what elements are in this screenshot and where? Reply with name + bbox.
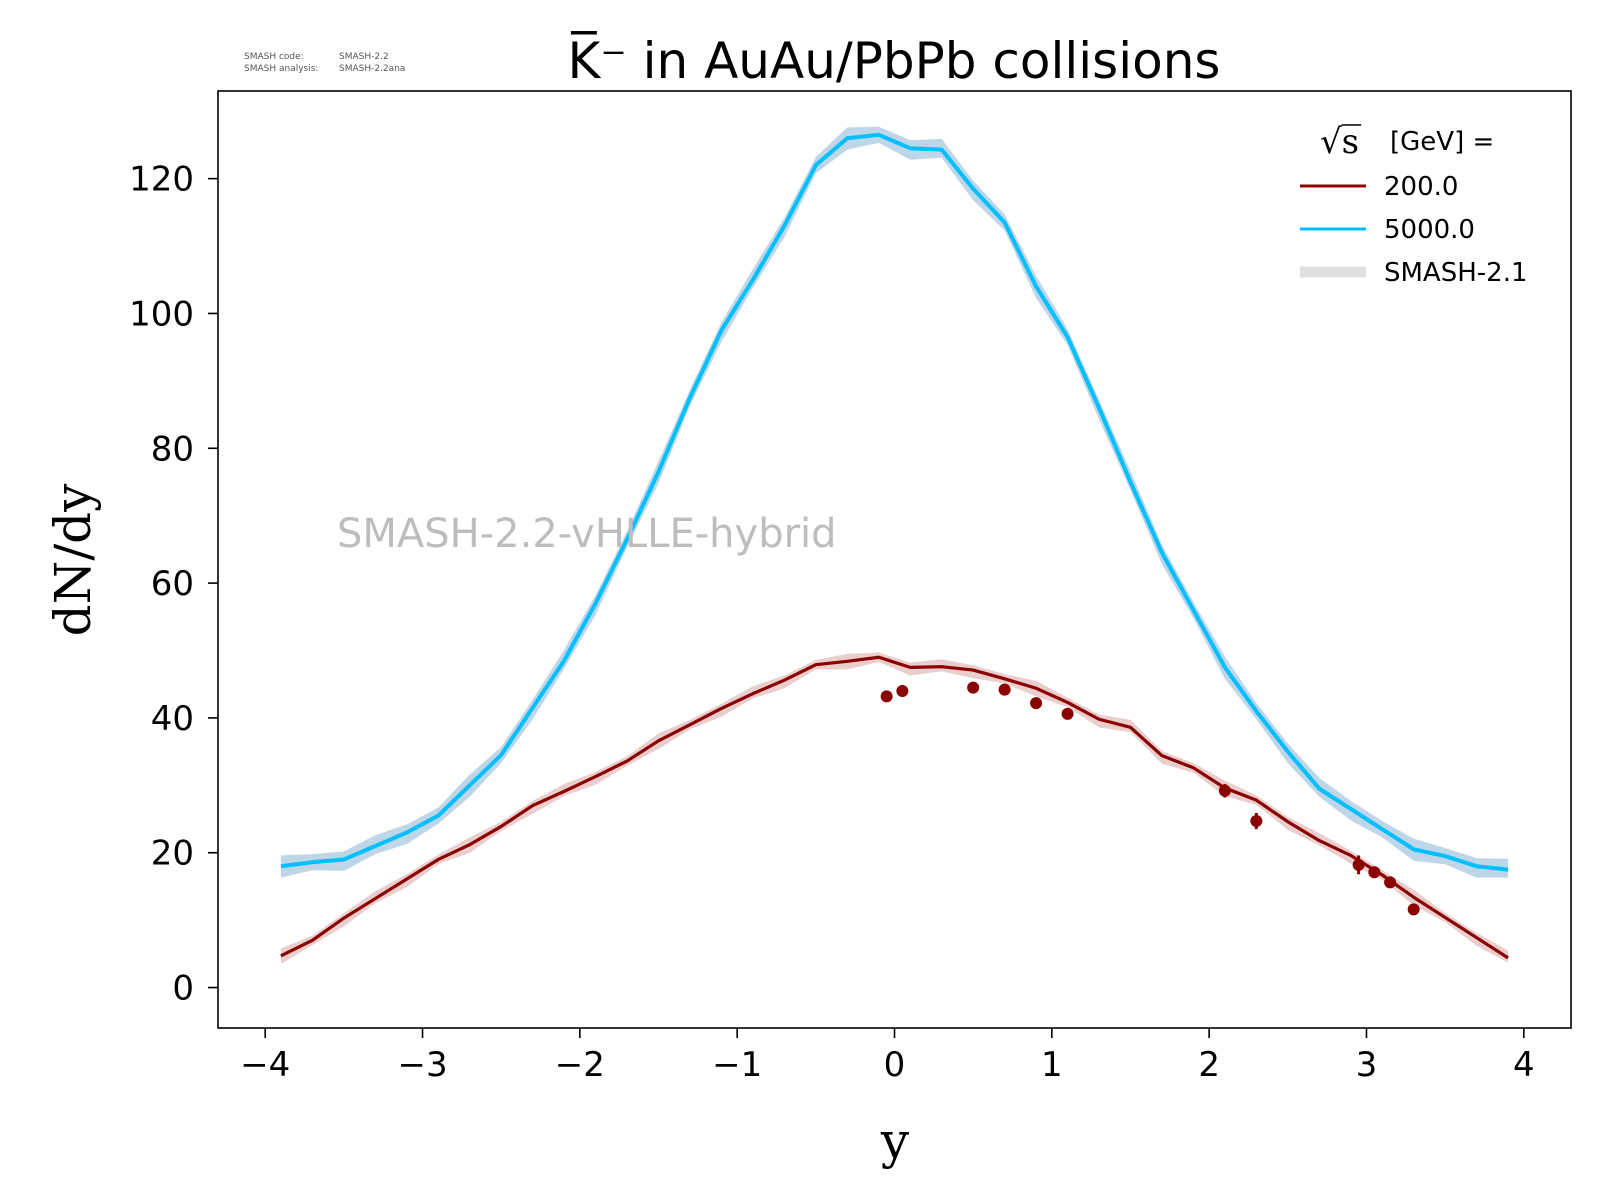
smash-analysis-value: SMASH-2.2ana bbox=[339, 64, 405, 74]
x-tick-label: −4 bbox=[240, 1045, 290, 1085]
x-axis-label: y bbox=[880, 1112, 910, 1170]
watermark: SMASH-2.2-vHLLE-hybrid bbox=[337, 511, 837, 557]
y-axis-label: dN/dy bbox=[44, 483, 102, 637]
y-tick-label: 100 bbox=[129, 294, 194, 334]
legend-label-5000: 5000.0 bbox=[1384, 215, 1475, 245]
data-point bbox=[1384, 876, 1397, 889]
smash-version-info: SMASH code: SMASH-2.2 SMASH analysis: SM… bbox=[244, 52, 405, 74]
y-tick-label: 60 bbox=[151, 564, 194, 604]
x-tick-label: −3 bbox=[397, 1045, 447, 1085]
x-tick-label: −1 bbox=[712, 1045, 762, 1085]
smash-code-value: SMASH-2.2 bbox=[339, 52, 389, 62]
legend-label-smash21: SMASH-2.1 bbox=[1384, 258, 1528, 288]
legend-title-sqrt: √s bbox=[1320, 122, 1359, 162]
legend-title: [GeV] = bbox=[1390, 127, 1494, 157]
series-line-5000_0 bbox=[280, 132, 1509, 872]
smash-analysis-label: SMASH analysis: bbox=[244, 64, 318, 74]
x-tick-label: 1 bbox=[1041, 1045, 1063, 1085]
data-point bbox=[1030, 697, 1043, 710]
x-tick-label: −2 bbox=[555, 1045, 605, 1085]
data-point bbox=[880, 690, 893, 703]
y-tick-label: 40 bbox=[151, 699, 194, 739]
x-tick-label: 3 bbox=[1356, 1045, 1378, 1085]
smash21-band-5000_0 bbox=[280, 126, 1509, 878]
smash-code-label: SMASH code: bbox=[244, 52, 304, 62]
legend: √s [GeV] = 200.0 5000.0 SMASH-2.1 bbox=[1300, 122, 1528, 288]
data-point bbox=[1407, 903, 1420, 916]
legend-label-200: 200.0 bbox=[1384, 172, 1458, 202]
data-point bbox=[998, 683, 1011, 696]
x-tick-label: 4 bbox=[1513, 1045, 1535, 1085]
y-tick-label: 0 bbox=[172, 969, 194, 1009]
chart-title: K̅⁻ in AuAu/PbPb collisions bbox=[568, 31, 1221, 90]
plot-frame bbox=[217, 90, 1572, 1029]
x-tick-label: 2 bbox=[1198, 1045, 1220, 1085]
y-tick-label: 20 bbox=[151, 834, 194, 874]
y-tick-label: 120 bbox=[129, 160, 194, 200]
series-line-200_0 bbox=[280, 655, 1509, 960]
data-point bbox=[1368, 866, 1381, 879]
x-tick-label: 0 bbox=[884, 1045, 906, 1085]
smash21-band-200_0 bbox=[280, 652, 1509, 964]
plot-area bbox=[280, 126, 1509, 964]
data-point bbox=[896, 684, 909, 697]
data-point bbox=[1061, 707, 1074, 720]
y-tick-label: 80 bbox=[151, 429, 194, 469]
data-point bbox=[967, 681, 980, 694]
